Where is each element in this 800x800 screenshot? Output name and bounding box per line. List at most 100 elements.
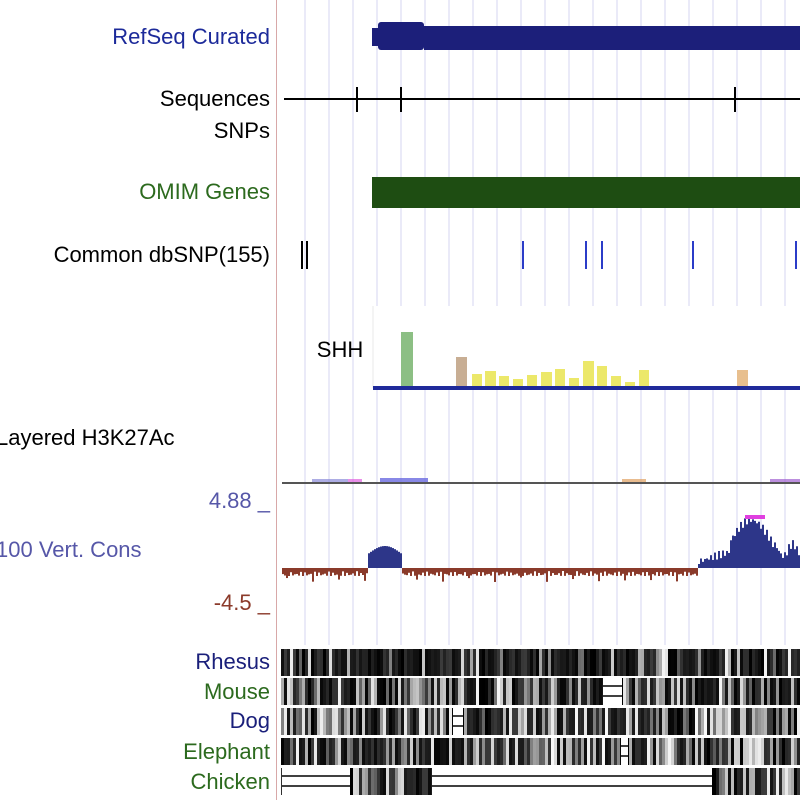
refseq-exon[interactable] (378, 22, 424, 50)
alignment-cell (404, 678, 407, 705)
alignment-cell (419, 678, 422, 705)
cons-bar-positive (794, 549, 796, 568)
species-label-elephant[interactable]: Elephant (183, 739, 270, 764)
alignment-cell (560, 708, 563, 735)
alignment-cell (767, 649, 770, 676)
alignment-cell (560, 649, 563, 676)
cons-bar-negative (552, 568, 554, 574)
alignment-cell (311, 738, 314, 765)
vert-cons-wiggle[interactable] (282, 517, 800, 582)
species-label-chicken[interactable]: Chicken (190, 769, 270, 794)
alignment-cell (713, 738, 716, 765)
alignment-cell (395, 738, 398, 765)
alignment-cell (686, 649, 689, 676)
alignment-cell (590, 708, 593, 735)
cons-bar-negative (490, 568, 492, 576)
cons-bar-negative (680, 568, 682, 574)
vert-cons-label[interactable]: 100 Vert. Cons (0, 537, 142, 562)
alignment-cell (341, 678, 344, 705)
refseq-curated-label[interactable]: RefSeq Curated (112, 24, 270, 49)
alignment-cell (563, 738, 566, 765)
cons-bar-negative (446, 568, 448, 575)
alignment-cell (461, 649, 464, 676)
alignment-cell (401, 649, 404, 676)
cons-bar-negative (476, 568, 478, 576)
alignment-cell (491, 708, 494, 735)
cons-bar-negative (682, 568, 684, 576)
alignment-cell (473, 708, 476, 735)
alignment-cell (710, 678, 713, 705)
alignment-cell (512, 708, 515, 735)
sequences-label[interactable]: Sequences (159, 86, 270, 111)
species-label-rhesus[interactable]: Rhesus (195, 649, 270, 674)
alignment-cell (500, 649, 503, 676)
alignment-cell (335, 738, 338, 765)
alignment-cell (773, 738, 776, 765)
alignment-cell (620, 649, 623, 676)
alignment-cell (611, 649, 614, 676)
alignment-cell (560, 738, 563, 765)
cons-bar-positive (388, 546, 390, 568)
alignment-cell (557, 649, 560, 676)
shh-expression-track[interactable]: SHH (317, 306, 800, 390)
alignment-cell (785, 649, 788, 676)
alignment-cell (668, 738, 671, 765)
alignment-cell (563, 708, 566, 735)
alignment-cell (722, 649, 725, 676)
cons-bar-positive (778, 550, 780, 568)
alignment-cell (383, 708, 386, 735)
cons-bar-negative (666, 568, 668, 575)
alignment-cell (524, 738, 527, 765)
alignment-cell (635, 649, 638, 676)
alignment-cell (284, 649, 287, 676)
cons-bar-negative (624, 568, 626, 581)
alignment-cell (455, 649, 458, 676)
alignment-cell (725, 649, 728, 676)
alignment-cell (521, 738, 524, 765)
alignment-cell (734, 678, 737, 705)
alignment-cell (422, 678, 425, 705)
alignment-cell (404, 708, 407, 735)
alignment-cell (794, 708, 797, 735)
alignment-cell (359, 649, 362, 676)
alignment-cell (365, 649, 368, 676)
cons-bar-negative (468, 568, 470, 579)
layered-h3k27ac-label[interactable]: Layered H3K27Ac (0, 425, 175, 450)
dbsnp-ticks[interactable] (301, 241, 797, 269)
cons-bar-positive (702, 561, 704, 568)
alignment-cell (638, 649, 641, 676)
h3k27ac-signal[interactable] (282, 478, 800, 484)
refseq-gene-model[interactable] (372, 22, 800, 50)
cons-bar-negative (568, 568, 570, 575)
omim-gene-bar[interactable] (372, 177, 800, 208)
cons-bar-negative (362, 568, 364, 575)
cons-bar-negative (648, 568, 650, 576)
alignment-cell (665, 649, 668, 676)
snps-label[interactable]: SNPs (213, 118, 270, 143)
cons-bar-negative (484, 568, 486, 576)
alignment-cell (299, 649, 302, 676)
alignment-cell (302, 708, 305, 735)
species-label-mouse[interactable]: Mouse (203, 679, 270, 704)
cons-bar-negative (488, 568, 490, 574)
alignment-cell (368, 738, 371, 765)
alignment-cell (767, 708, 770, 735)
refseq-coding-block[interactable] (424, 26, 800, 50)
cons-bar-positive (766, 529, 768, 568)
cons-bar-positive (704, 558, 706, 568)
cons-bar-positive (774, 542, 776, 568)
alignment-cell (422, 708, 425, 735)
alignment-cell (416, 768, 419, 795)
alignment-cell (548, 678, 551, 705)
species-label-dog[interactable]: Dog (229, 708, 270, 733)
alignment-cell (716, 649, 719, 676)
species-alignment-rows[interactable] (281, 649, 800, 795)
omim-genes-label[interactable]: OMIM Genes (139, 179, 270, 204)
common-dbsnp-label[interactable]: Common dbSNP(155) (53, 242, 270, 267)
genome-browser-track-area[interactable]: SHH (278, 0, 800, 800)
cons-bar-positive (400, 553, 402, 568)
alignment-cell (797, 738, 800, 765)
alignment-cell (476, 649, 479, 676)
alignment-cell (485, 678, 488, 705)
alignment-cell (788, 649, 791, 676)
